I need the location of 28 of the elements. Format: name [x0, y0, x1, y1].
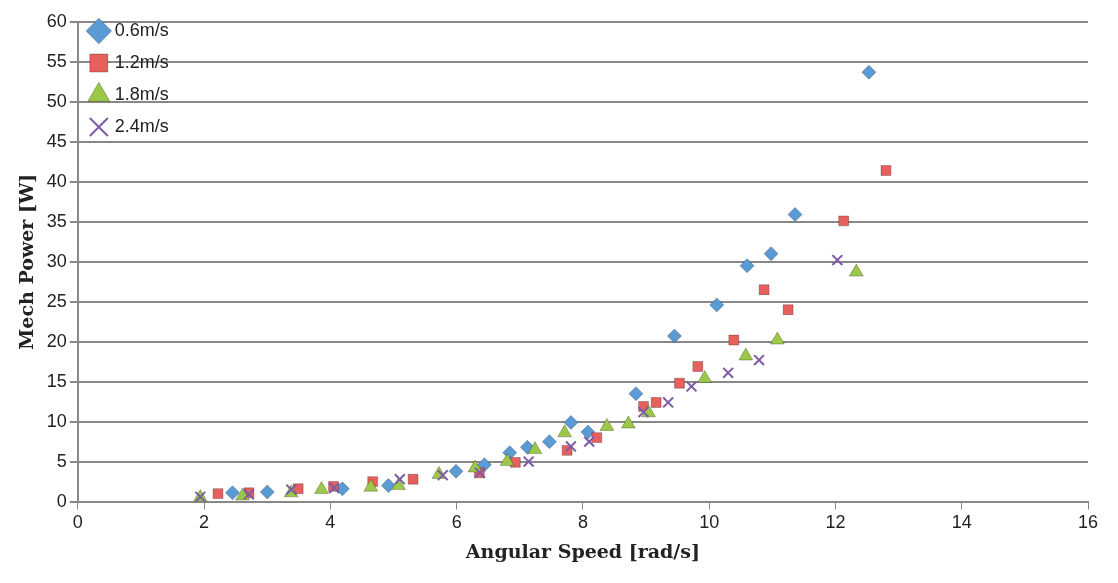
y-tick-label: 35: [46, 210, 67, 231]
y-tick-label: 50: [46, 90, 67, 111]
y-tick-label: 0: [56, 490, 67, 511]
y-axis-title: Mech Power [W]: [15, 173, 38, 350]
y-tick-label: 30: [46, 250, 67, 271]
legend-label: 1.2m/s: [114, 51, 169, 72]
x-tick-label: 14: [951, 512, 972, 533]
y-tick-label: 25: [46, 290, 67, 311]
x-tick-label: 4: [325, 512, 336, 533]
x-axis-title: Angular Speed [rad/s]: [464, 539, 700, 562]
y-tick-label: 10: [46, 410, 67, 431]
y-tick-label: 15: [46, 370, 67, 391]
y-tick-label: 60: [46, 10, 67, 31]
y-tick-label: 40: [46, 170, 67, 191]
x-tick-label: 8: [577, 512, 588, 533]
x-tick-label: 0: [72, 512, 83, 533]
y-tick-label: 45: [46, 130, 67, 151]
x-tick-label: 2: [199, 512, 210, 533]
y-tick-label: 55: [46, 50, 67, 71]
x-tick-label: 16: [1077, 512, 1099, 533]
legend-label: 1.8m/s: [114, 83, 169, 104]
x-tick-label: 10: [699, 512, 720, 533]
legend-label: 0.6m/s: [114, 19, 169, 40]
y-tick-label: 5: [56, 450, 67, 471]
x-tick-label: 12: [825, 512, 846, 533]
x-tick-label: 6: [451, 512, 462, 533]
y-tick-label: 20: [46, 330, 67, 351]
legend-label: 2.4m/s: [114, 115, 169, 136]
